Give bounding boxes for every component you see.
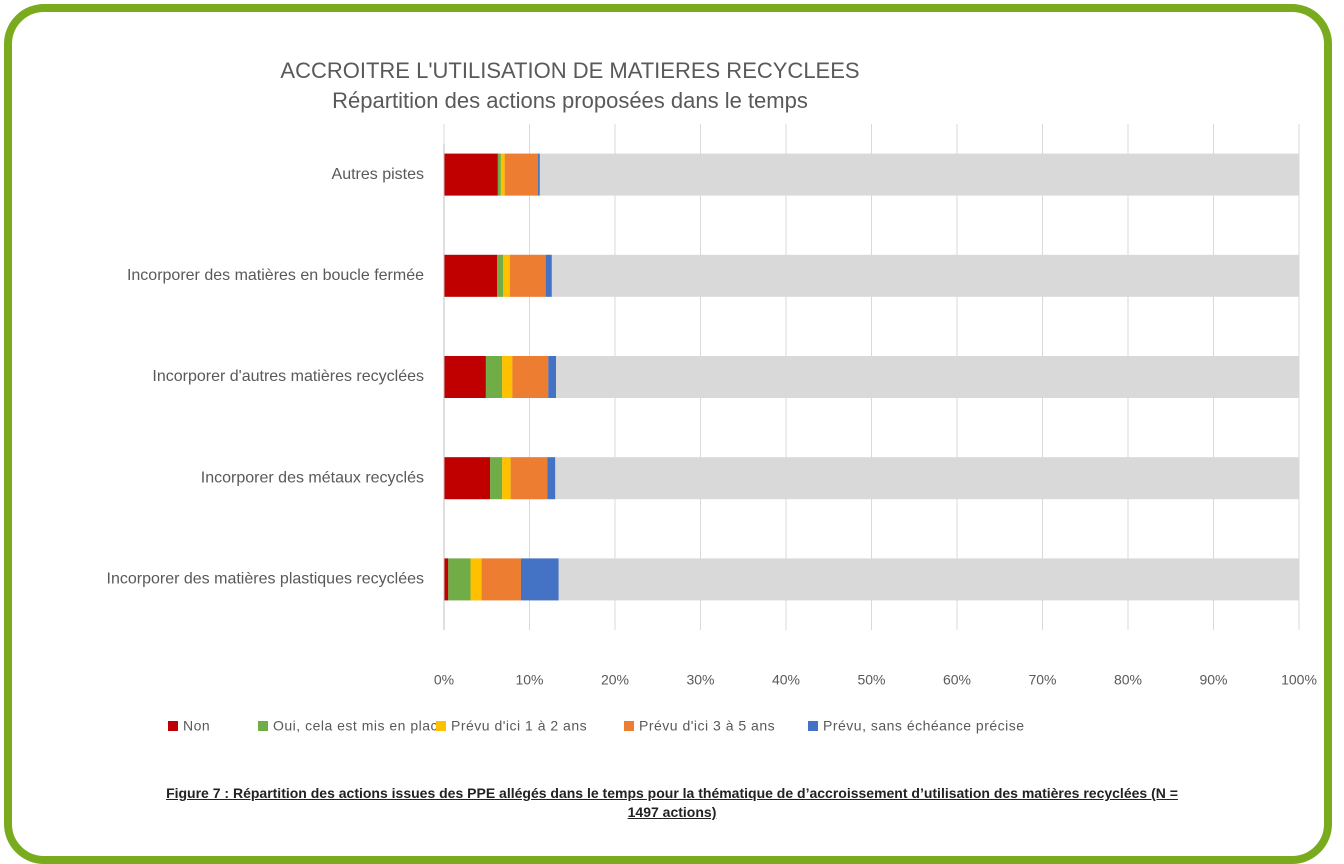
bar-segment: [444, 558, 449, 601]
bar-segment: [500, 153, 505, 196]
bar-track: [444, 356, 1299, 398]
bar-segment: [548, 356, 557, 398]
legend-swatch: [436, 721, 446, 731]
y-tick-label: Incorporer des matières en boucle fermée: [127, 267, 424, 284]
legend-swatch: [624, 721, 634, 731]
x-tick-label: 30%: [686, 672, 714, 688]
bar-segment: [497, 254, 503, 297]
y-tick-label: Incorporer des métaux recyclés: [201, 469, 424, 486]
bar-segment: [538, 153, 540, 196]
legend-swatch: [258, 721, 268, 731]
x-tick-label: 60%: [943, 672, 971, 688]
caption: Figure 7 : Répartition des actions issue…: [166, 785, 1178, 820]
bar-track: [444, 254, 1299, 297]
bar-segment: [470, 558, 482, 601]
y-tick-label: Autres pistes: [332, 166, 424, 183]
bar-segment: [545, 254, 552, 297]
x-tick-label: 20%: [601, 672, 629, 688]
x-tick-label: 100%: [1281, 672, 1317, 688]
x-tick-label: 70%: [1028, 672, 1056, 688]
x-tick-label: 50%: [857, 672, 885, 688]
bar-segment: [509, 254, 546, 297]
bar-segment: [504, 153, 539, 196]
bar-segment: [497, 153, 501, 196]
bar-segment: [481, 558, 521, 601]
legend-swatch: [808, 721, 818, 731]
bar-segment: [490, 457, 503, 500]
chart-title: ACCROITRE L'UTILISATION DE MATIERES RECY…: [280, 58, 859, 83]
chart-subtitle: Répartition des actions proposées dans l…: [332, 88, 808, 113]
x-tick-label: 0%: [434, 672, 454, 688]
bar-segment: [502, 356, 513, 398]
bar-track: [444, 457, 1299, 500]
bar-segment: [547, 457, 556, 500]
bar-track: [444, 558, 1299, 601]
bar-segment: [444, 153, 498, 196]
bar-segment: [444, 457, 491, 500]
legend-label: Oui, cela est mis en place: [273, 718, 446, 734]
bar-segment: [520, 558, 559, 601]
legend-label: Prévu d'ici 3 à 5 ans: [639, 718, 775, 734]
y-tick-label: Incorporer d'autres matières recyclées: [152, 368, 424, 385]
bar-segment: [485, 356, 503, 398]
legend-swatch: [168, 721, 178, 731]
x-tick-label: 80%: [1114, 672, 1142, 688]
legend-label: Non: [183, 718, 210, 734]
bar-track: [444, 153, 1299, 196]
bar-segment: [502, 457, 511, 500]
bar-segment: [448, 558, 471, 601]
bar-segment: [502, 254, 510, 297]
legend-label: Prévu, sans échéance précise: [823, 718, 1025, 734]
bar-segment: [444, 356, 486, 398]
legend-label: Prévu d'ici 1 à 2 ans: [451, 718, 587, 734]
x-tick-label: 10%: [515, 672, 543, 688]
y-tick-label: Incorporer des matières plastiques recyc…: [107, 571, 424, 588]
x-tick-label: 90%: [1199, 672, 1227, 688]
bar-segment: [444, 254, 498, 297]
bar-segment: [512, 356, 549, 398]
x-tick-label: 40%: [772, 672, 800, 688]
bar-segment: [510, 457, 548, 500]
